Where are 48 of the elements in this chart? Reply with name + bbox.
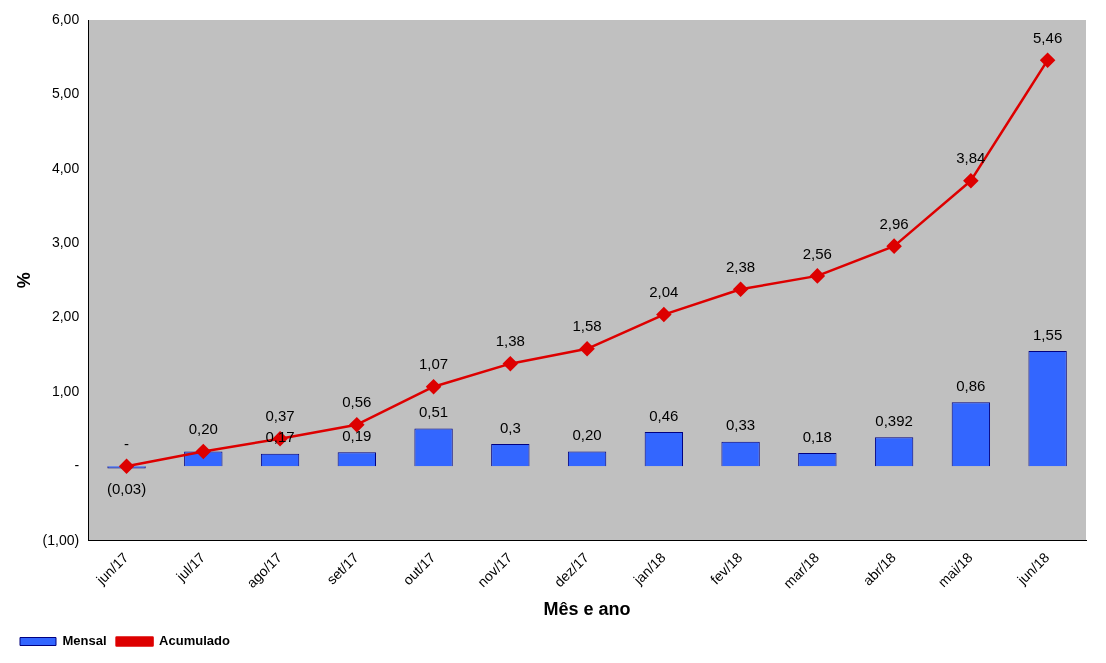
data-label: 1,58 [572,317,602,335]
data-label: 2,56 [802,244,832,262]
y-axis-title: % [13,272,34,289]
point [656,307,672,322]
point [733,282,748,297]
data-label: 2,38 [726,257,756,275]
point [503,356,518,371]
data-label: 0,46 [649,406,679,424]
data-label: 5,46 [1033,28,1063,46]
x-axis-title: Mês e ano [543,599,631,620]
y-tick-label: 4,00 [51,159,80,176]
data-label: 0,20 [572,426,602,444]
data-label: (0,03) [106,480,147,498]
point [426,379,441,394]
legend-label: Acumulado [159,633,230,649]
point [119,459,134,474]
y-tick-label: 1,00 [51,382,80,399]
y-tick-label: (1,00) [42,531,80,548]
point [579,341,595,357]
data-label: 0,51 [418,403,449,421]
legend-label: Mensal [62,633,107,649]
point [963,173,979,188]
point [349,417,365,432]
data-label: 1,55 [1033,325,1063,343]
data-label: 0,56 [342,393,372,411]
data-label: 1,38 [495,332,525,350]
data-label: 0,37 [265,407,295,425]
data-label: 0,18 [802,427,832,445]
y-tick-label: 3,00 [51,234,80,251]
y-tick-label: 5,00 [51,85,80,102]
data-label: 0,392 [875,411,913,429]
point [886,238,902,254]
data-label: 1,07 [418,355,449,373]
point [1040,52,1055,68]
y-tick-label: 2,00 [51,308,80,325]
data-label: 2,96 [879,214,909,232]
data-label: 0,19 [342,426,372,444]
data-label: 0,86 [956,376,986,394]
data-label: 0,3 [499,418,521,436]
data-label: 3,84 [956,149,986,167]
point [196,444,211,459]
data-label: 0,33 [726,416,756,434]
data-label: - [124,434,130,452]
y-tick-label: - [74,457,80,474]
y-tick-label: 6,00 [51,10,80,27]
point [810,268,825,284]
data-label: 0,20 [188,420,218,438]
data-label: 2,04 [649,283,679,301]
